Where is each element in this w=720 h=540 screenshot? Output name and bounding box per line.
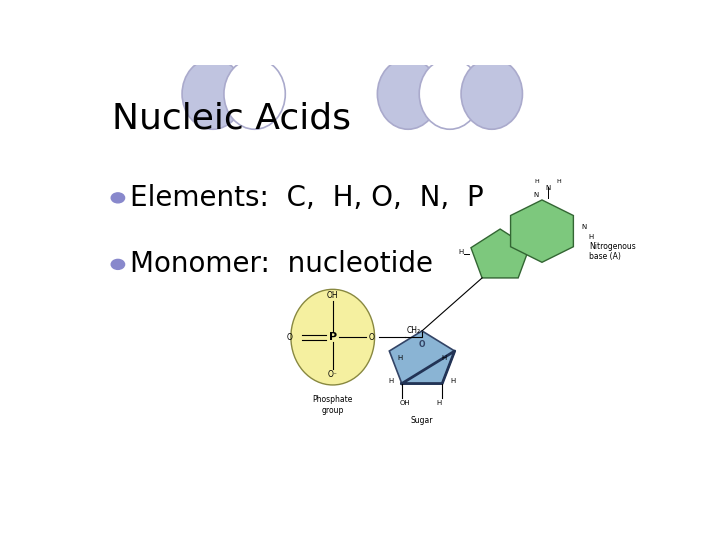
Text: Elements:  C,  H, O,  N,  P: Elements: C, H, O, N, P bbox=[130, 184, 484, 212]
Circle shape bbox=[111, 259, 125, 269]
Text: CH₂: CH₂ bbox=[407, 326, 421, 335]
Text: N: N bbox=[581, 224, 586, 230]
Circle shape bbox=[111, 193, 125, 203]
Text: OH: OH bbox=[400, 400, 410, 406]
Text: H: H bbox=[557, 179, 561, 184]
Text: N: N bbox=[534, 192, 539, 198]
Ellipse shape bbox=[461, 58, 523, 129]
Text: Nucleic Acids: Nucleic Acids bbox=[112, 102, 351, 136]
Polygon shape bbox=[390, 331, 455, 383]
Text: H: H bbox=[436, 400, 441, 406]
Text: H: H bbox=[450, 378, 455, 384]
Ellipse shape bbox=[182, 58, 243, 129]
Ellipse shape bbox=[291, 289, 374, 385]
Text: Phosphate
group: Phosphate group bbox=[312, 395, 353, 415]
Text: O⁻: O⁻ bbox=[328, 370, 338, 380]
Text: Sugar: Sugar bbox=[410, 416, 433, 425]
Text: H: H bbox=[441, 355, 447, 361]
Text: H: H bbox=[459, 249, 464, 255]
Text: O: O bbox=[419, 340, 426, 348]
Polygon shape bbox=[471, 229, 529, 278]
Text: O: O bbox=[369, 333, 374, 342]
Ellipse shape bbox=[377, 58, 438, 129]
Text: H: H bbox=[397, 355, 402, 361]
Text: Nitrogenous
base (A): Nitrogenous base (A) bbox=[590, 241, 636, 261]
Text: OH: OH bbox=[327, 291, 338, 300]
Text: H: H bbox=[534, 179, 539, 184]
Ellipse shape bbox=[224, 58, 285, 129]
Text: Monomer:  nucleotide: Monomer: nucleotide bbox=[130, 251, 433, 279]
Text: O: O bbox=[287, 333, 292, 342]
Text: H: H bbox=[389, 378, 394, 384]
Text: H: H bbox=[588, 234, 593, 240]
Text: N: N bbox=[545, 185, 550, 191]
Text: P: P bbox=[328, 332, 337, 342]
Ellipse shape bbox=[419, 58, 481, 129]
Polygon shape bbox=[510, 200, 573, 262]
